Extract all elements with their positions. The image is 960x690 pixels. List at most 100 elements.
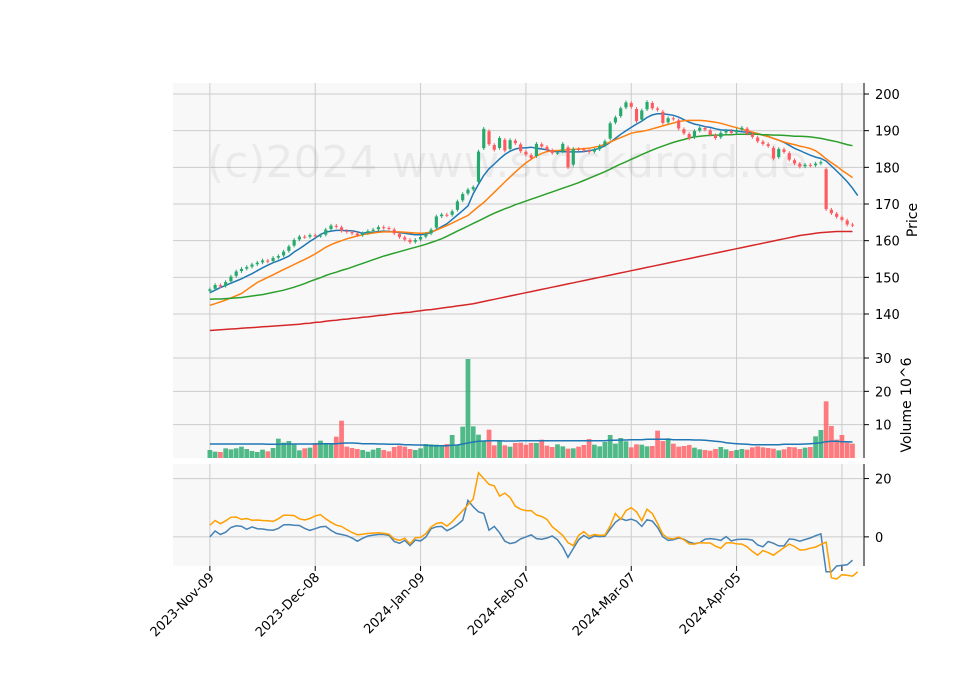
candle-body bbox=[455, 201, 460, 210]
candle-body bbox=[692, 131, 697, 138]
volume-bar bbox=[792, 447, 797, 458]
candle-body bbox=[608, 123, 612, 139]
candle-body bbox=[555, 152, 560, 154]
candle-body bbox=[245, 267, 249, 269]
volume-bar bbox=[602, 442, 608, 458]
candle-body bbox=[629, 103, 633, 107]
volume-bar bbox=[365, 451, 371, 458]
oscillator-tick-label: 20 bbox=[875, 473, 892, 488]
candle-body bbox=[519, 144, 523, 152]
volume-bar bbox=[665, 438, 671, 458]
candle-body bbox=[324, 229, 328, 235]
oscillator-lines bbox=[209, 471, 859, 580]
volume-bar bbox=[549, 447, 555, 458]
volume-bar bbox=[534, 443, 539, 458]
volume-bar bbox=[644, 446, 650, 458]
candle-body bbox=[313, 235, 317, 237]
volume-bar bbox=[402, 446, 408, 458]
candle-body bbox=[671, 118, 675, 120]
candle-body bbox=[350, 232, 354, 234]
candle-body bbox=[598, 146, 602, 150]
candle-body bbox=[482, 128, 486, 149]
candle-body bbox=[213, 285, 217, 289]
volume-bar bbox=[639, 444, 645, 458]
candle-body bbox=[829, 209, 833, 214]
volume-bar bbox=[302, 448, 308, 458]
candle-body bbox=[719, 132, 723, 138]
x-tick-label: 2024-Apr-05 bbox=[677, 570, 744, 637]
volume-average-line bbox=[209, 438, 853, 447]
candle-body bbox=[297, 236, 301, 240]
candle-body bbox=[687, 134, 691, 139]
volume-bar bbox=[692, 447, 697, 458]
volume-bar bbox=[354, 449, 360, 458]
candle-body bbox=[819, 162, 823, 164]
volume-bar bbox=[439, 445, 444, 458]
candle-body bbox=[713, 135, 718, 138]
volume-bar bbox=[391, 447, 397, 458]
candle-body bbox=[777, 149, 781, 158]
volume-bar bbox=[744, 449, 750, 458]
volume-bar bbox=[618, 438, 624, 458]
candle-body bbox=[571, 149, 575, 165]
volume-tick-label: 30 bbox=[875, 352, 892, 367]
x-tick-label: 2023-Dec-08 bbox=[253, 570, 323, 640]
volume-bar bbox=[455, 445, 460, 458]
oscillator-line-2 bbox=[209, 471, 859, 580]
candle-body bbox=[624, 102, 628, 108]
candle-body bbox=[782, 149, 786, 152]
price-tick-label: 180 bbox=[875, 161, 900, 176]
price-tick-label: 150 bbox=[875, 271, 900, 286]
candle-body bbox=[476, 151, 481, 182]
oscillator-tick-label: 0 bbox=[875, 531, 883, 546]
volume-bar bbox=[507, 446, 513, 458]
volume-bar bbox=[397, 445, 402, 458]
volume-bar bbox=[634, 444, 639, 458]
candle-body bbox=[218, 285, 222, 287]
volume-bar bbox=[449, 435, 455, 458]
candle-body bbox=[666, 118, 670, 123]
candle-body bbox=[487, 131, 491, 145]
candle-body bbox=[403, 237, 407, 240]
candle-body bbox=[234, 271, 238, 276]
candle-body bbox=[576, 149, 581, 151]
volume-bar bbox=[581, 445, 587, 458]
volume-bar bbox=[728, 451, 734, 458]
candle-body bbox=[366, 231, 370, 234]
volume-bar bbox=[839, 435, 845, 458]
candle-body bbox=[766, 144, 770, 147]
candle-body bbox=[466, 189, 470, 194]
volume-bar bbox=[713, 449, 718, 458]
candle-body bbox=[814, 163, 818, 166]
oscillator-line-1 bbox=[209, 498, 853, 573]
volume-bar bbox=[676, 446, 682, 458]
volume-bar bbox=[281, 442, 286, 458]
candle-body bbox=[740, 127, 744, 130]
candle-body bbox=[613, 117, 618, 123]
candle-body bbox=[229, 276, 233, 282]
candle-body bbox=[339, 227, 344, 231]
candle-body bbox=[282, 251, 286, 256]
candle-body bbox=[656, 108, 660, 110]
volume-bar bbox=[776, 450, 782, 458]
volume-bar bbox=[270, 448, 276, 458]
candle-body bbox=[698, 127, 702, 131]
volume-bar bbox=[433, 444, 439, 458]
candle-body bbox=[418, 237, 423, 240]
volume-bar bbox=[412, 450, 418, 458]
volume-bar bbox=[797, 449, 803, 458]
volume-bar bbox=[823, 401, 829, 458]
volume-bar bbox=[486, 429, 492, 458]
volume-bar bbox=[297, 450, 302, 458]
volume-bar bbox=[555, 444, 560, 458]
candle-body bbox=[287, 246, 291, 251]
candle-body bbox=[761, 141, 765, 144]
volume-bar bbox=[228, 449, 234, 458]
volume-bar bbox=[465, 359, 471, 458]
volume-bar bbox=[460, 426, 466, 458]
volume-bar bbox=[702, 450, 708, 458]
volume-bar bbox=[613, 443, 618, 458]
candle-body bbox=[582, 149, 586, 151]
candle-body bbox=[682, 129, 686, 134]
